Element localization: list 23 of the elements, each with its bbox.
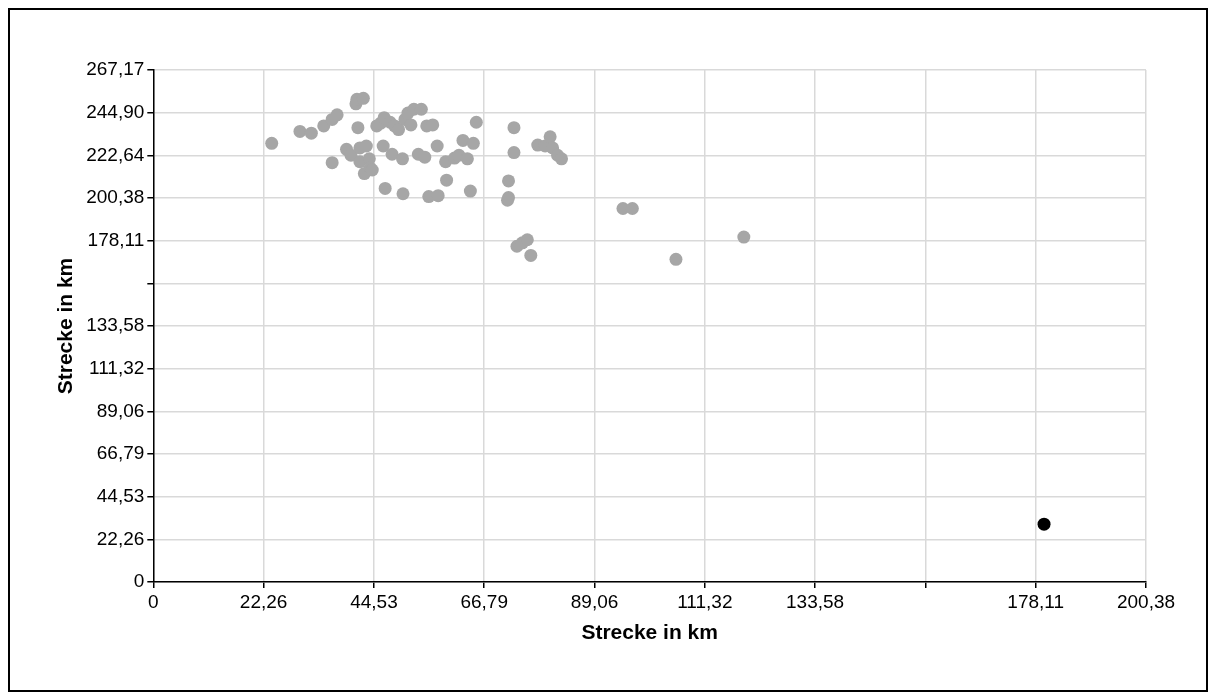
x-tick-label: 22,26 xyxy=(239,590,288,612)
y-tick-label: 44,53 xyxy=(96,484,145,506)
y-tick-label: 0 xyxy=(133,570,145,592)
x-tick-label: 66,79 xyxy=(460,590,508,612)
y-axis-title: Strecke in km xyxy=(53,257,77,395)
y-tick-label: 200,38 xyxy=(86,186,145,208)
x-tick-label: 0 xyxy=(148,590,159,612)
y-tick-label: 178,11 xyxy=(87,228,145,250)
y-tick-label: 89,06 xyxy=(96,399,145,421)
x-axis-title: Strecke in km xyxy=(581,620,718,644)
x-tick-label: 178,11 xyxy=(1007,590,1065,612)
y-tick-label: 133,58 xyxy=(86,314,145,336)
y-tick-label: 22,26 xyxy=(96,527,145,549)
x-tick-label: 89,06 xyxy=(570,590,619,612)
y-tick-label: 267,17 xyxy=(86,58,145,80)
x-tick-label: 133,58 xyxy=(786,590,845,612)
x-tick-label: 200,38 xyxy=(1116,590,1176,612)
y-tick-label: 244,90 xyxy=(86,100,145,122)
y-tick-label: 66,79 xyxy=(96,442,145,464)
x-tick-label: 111,32 xyxy=(677,590,733,612)
y-tick-label: 111,32 xyxy=(89,356,145,378)
x-tick-label: 44,53 xyxy=(350,590,398,612)
y-tick-label: 222,64 xyxy=(86,143,145,165)
